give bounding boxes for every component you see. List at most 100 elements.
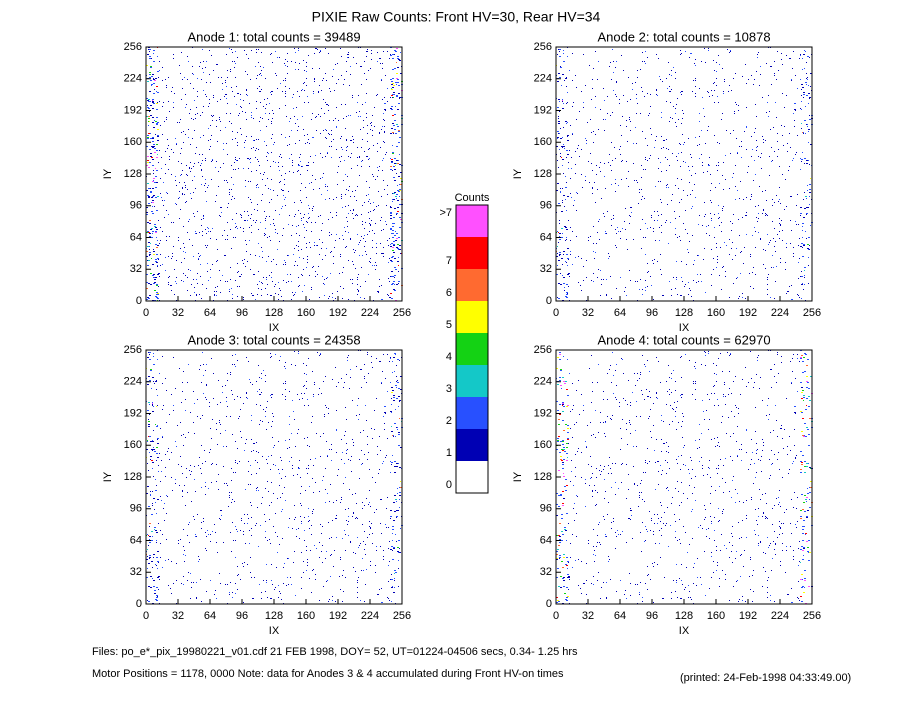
x-tick-label: 192: [329, 610, 347, 622]
colorbar-swatch: [456, 461, 488, 493]
x-tick-label: 224: [771, 610, 789, 622]
x-tick-label: 64: [614, 307, 626, 319]
y-tick-label: 256: [124, 41, 142, 53]
colorbar-swatch: [456, 237, 488, 269]
colorbar-swatch: [456, 205, 488, 237]
y-tick-label: 160: [124, 136, 142, 148]
x-tick-label: 96: [646, 307, 658, 319]
y-tick-label: 0: [136, 295, 142, 307]
x-tick-label: 0: [143, 610, 149, 622]
x-tick-label: 192: [739, 307, 757, 319]
x-tick-label: 128: [265, 307, 283, 319]
colorbar-swatch: [456, 397, 488, 429]
x-tick-label: 256: [393, 307, 411, 319]
y-tick-label: 160: [124, 439, 142, 451]
y-tick-label: 192: [124, 104, 142, 116]
y-tick-label: 0: [136, 598, 142, 610]
y-tick-label: 32: [540, 566, 552, 578]
x-tick-label: 96: [646, 610, 658, 622]
y-tick-label: 96: [130, 503, 142, 515]
x-tick-label: 192: [739, 610, 757, 622]
colorbar-frame: [455, 204, 489, 494]
x-tick-label: 96: [236, 610, 248, 622]
y-tick-label: 224: [534, 73, 552, 85]
y-tick-label: 128: [124, 168, 142, 180]
x-tick-label: 224: [771, 307, 789, 319]
panel-title: Anode 4: total counts = 62970: [597, 332, 770, 347]
y-tick-label: 224: [124, 376, 142, 388]
x-axis-label: IX: [679, 322, 690, 334]
colorbar-swatch: [456, 429, 488, 461]
x-tick-label: 64: [614, 610, 626, 622]
y-tick-label: 160: [534, 439, 552, 451]
y-tick-label: 128: [534, 168, 552, 180]
x-tick-label: 256: [803, 610, 821, 622]
y-tick-label: 0: [546, 598, 552, 610]
y-axis-label: IY: [512, 168, 524, 179]
y-axis-label: IY: [512, 471, 524, 482]
y-axis-label: IY: [102, 168, 114, 179]
pixel-texture: [152, 403, 153, 404]
y-tick-label: 96: [540, 200, 552, 212]
y-tick-label: 192: [534, 407, 552, 419]
colorbar-label: 2: [446, 415, 452, 427]
y-tick-label: 0: [546, 295, 552, 307]
x-tick-label: 192: [329, 307, 347, 319]
y-tick-label: 128: [124, 471, 142, 483]
y-tick-label: 64: [540, 231, 552, 243]
y-tick-label: 256: [534, 344, 552, 356]
pixel-texture: [148, 436, 153, 536]
colorbar-label: >7: [439, 207, 452, 219]
colorbar-swatch: [456, 365, 488, 397]
x-tick-label: 160: [297, 610, 315, 622]
colorbar-label: 6: [446, 287, 452, 299]
panel-title: Anode 2: total counts = 10878: [597, 29, 770, 44]
x-tick-label: 32: [172, 610, 184, 622]
colorbar-swatch: [456, 333, 488, 365]
x-tick-label: 224: [361, 307, 379, 319]
panel-title: Anode 3: total counts = 24358: [187, 332, 360, 347]
x-axis-label: IX: [269, 625, 280, 637]
colorbar-swatch: [456, 301, 488, 333]
y-tick-label: 192: [534, 104, 552, 116]
colorbar-label: 1: [446, 447, 452, 459]
panel-title: Anode 1: total counts = 39489: [187, 29, 360, 44]
y-tick-label: 256: [534, 41, 552, 53]
x-tick-label: 160: [297, 307, 315, 319]
y-tick-label: 224: [124, 73, 142, 85]
y-tick-label: 32: [130, 263, 142, 275]
y-tick-label: 64: [130, 534, 142, 546]
y-tick-label: 64: [130, 231, 142, 243]
colorbar-label: 3: [446, 383, 452, 395]
footer-printed: (printed: 24-Feb-1998 04:33:49.00): [680, 672, 851, 684]
x-tick-label: 160: [707, 307, 725, 319]
x-tick-label: 64: [204, 610, 216, 622]
y-tick-label: 256: [124, 344, 142, 356]
y-tick-label: 32: [130, 566, 142, 578]
colorbar-title: Counts: [455, 192, 490, 204]
y-tick-label: 64: [540, 534, 552, 546]
y-axis-label: IY: [102, 471, 114, 482]
x-tick-label: 32: [172, 307, 184, 319]
colorbar-label: 5: [446, 319, 452, 331]
footer-files: Files: po_e*_pix_19980221_v01.cdf 21 FEB…: [92, 646, 578, 658]
x-tick-label: 0: [553, 610, 559, 622]
y-tick-label: 224: [534, 376, 552, 388]
y-tick-label: 192: [124, 407, 142, 419]
x-tick-label: 0: [553, 307, 559, 319]
y-tick-label: 128: [534, 471, 552, 483]
footer-motor: Motor Positions = 1178, 0000 Note: data …: [92, 668, 564, 680]
colorbar-label: 0: [446, 479, 452, 491]
colorbar-swatch: [456, 269, 488, 301]
colorbar-label: 7: [446, 255, 452, 267]
y-tick-label: 32: [540, 263, 552, 275]
x-tick-label: 32: [582, 610, 594, 622]
x-tick-label: 32: [582, 307, 594, 319]
x-tick-label: 256: [803, 307, 821, 319]
pixel-texture: [562, 100, 563, 101]
page-title: PIXIE Raw Counts: Front HV=30, Rear HV=3…: [312, 9, 601, 25]
colorbar-label: 4: [446, 351, 452, 363]
x-tick-label: 64: [204, 307, 216, 319]
x-tick-label: 160: [707, 610, 725, 622]
